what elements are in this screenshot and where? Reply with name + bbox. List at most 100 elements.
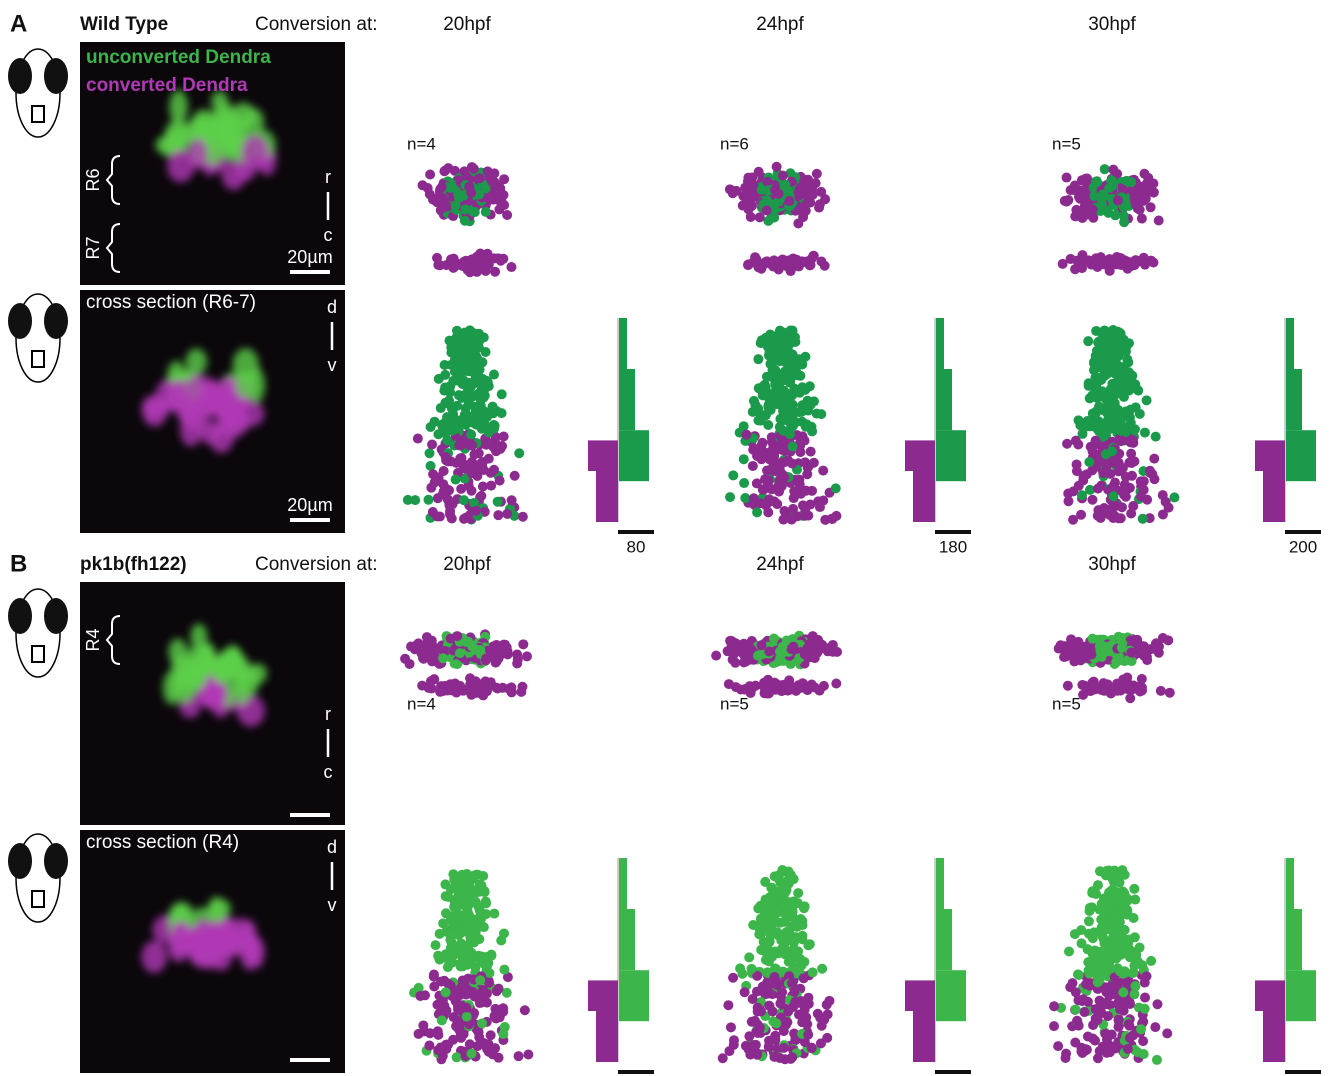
cell-position xyxy=(774,265,784,275)
cell-position xyxy=(764,646,774,656)
cell-position xyxy=(798,212,808,222)
cell xyxy=(168,638,187,664)
cell-position xyxy=(777,648,787,658)
cell-position xyxy=(788,442,798,452)
cell-position xyxy=(427,641,437,651)
cell-position xyxy=(475,975,485,985)
axis-label: v xyxy=(328,355,337,375)
cell-position xyxy=(1126,647,1136,657)
cell-position xyxy=(447,499,457,509)
hist-bar-converted xyxy=(905,980,935,1011)
region-label: R7 xyxy=(83,236,103,259)
axis-label: c xyxy=(324,225,333,245)
scale-label: 20µm xyxy=(287,495,332,515)
cell-position xyxy=(780,400,790,410)
cell-position xyxy=(799,973,809,983)
cell-position xyxy=(423,495,433,505)
cell-position xyxy=(774,930,784,940)
cell-position xyxy=(748,445,758,455)
cell-position xyxy=(1087,495,1097,505)
scale-bar xyxy=(290,813,330,817)
cell-position xyxy=(499,431,509,441)
cell-position xyxy=(729,1035,739,1045)
n-label: n=4 xyxy=(407,694,436,713)
timepoint: 20hpf xyxy=(443,554,491,575)
cell-position xyxy=(479,953,489,963)
cell-position xyxy=(426,676,436,686)
cell-position xyxy=(486,481,496,491)
cell-position xyxy=(455,648,465,658)
cell xyxy=(141,941,167,973)
cell-position xyxy=(446,935,456,945)
cell-position xyxy=(749,493,759,503)
eye xyxy=(44,598,68,634)
cell-position xyxy=(438,203,448,213)
cell-position xyxy=(741,430,751,440)
cell-position xyxy=(769,1052,779,1062)
cell-position xyxy=(1154,215,1164,225)
cell-position xyxy=(1124,458,1134,468)
cell-position xyxy=(739,478,749,488)
cell-position xyxy=(485,170,495,180)
hist-scale-label: 180 xyxy=(939,537,967,556)
cell-position xyxy=(800,457,810,467)
cell-position xyxy=(783,912,793,922)
cell-position xyxy=(1152,1055,1162,1065)
cell-position xyxy=(472,471,482,481)
cell-position xyxy=(1149,454,1159,464)
cell-position xyxy=(1137,214,1147,224)
cell-position xyxy=(769,972,779,982)
cell-position xyxy=(426,483,436,493)
scale-bar xyxy=(290,518,330,522)
timepoint: 24hpf xyxy=(756,14,804,35)
cell-position xyxy=(1125,693,1135,703)
cell-position xyxy=(451,200,461,210)
cell-position xyxy=(460,390,470,400)
cell-position xyxy=(1081,979,1091,989)
n-label: n=5 xyxy=(1052,694,1081,713)
cell-position xyxy=(468,951,478,961)
cell xyxy=(186,374,209,406)
cell-position xyxy=(1125,1033,1135,1043)
hist-scale-bar xyxy=(1285,1070,1321,1074)
cell-position xyxy=(764,956,774,966)
cell-position xyxy=(437,1015,447,1025)
timepoint: 24hpf xyxy=(756,554,804,575)
hist-scale-bar xyxy=(1285,530,1321,534)
cell-position xyxy=(1150,1022,1160,1032)
cell-position xyxy=(1102,960,1112,970)
cell-position xyxy=(744,200,754,210)
cell xyxy=(241,135,268,171)
cell xyxy=(186,349,208,375)
cell-position xyxy=(1081,650,1091,660)
cell-position xyxy=(1112,327,1122,337)
cell-position xyxy=(777,481,787,491)
cell-position xyxy=(507,495,517,505)
cell xyxy=(175,660,202,693)
cell-position xyxy=(768,1006,778,1016)
cell-position xyxy=(457,911,467,921)
cell-position xyxy=(739,421,749,431)
cell-position xyxy=(1093,511,1103,521)
cross-title: cross section (R6-7) xyxy=(86,292,256,313)
cell-position xyxy=(439,681,449,691)
cell-position xyxy=(1106,688,1116,698)
cell-position xyxy=(465,348,475,358)
cell-position xyxy=(1099,896,1109,906)
cell-position xyxy=(812,169,822,179)
cell-position xyxy=(788,504,798,514)
cell-position xyxy=(801,1012,811,1022)
cell-position xyxy=(476,883,486,893)
cell-position xyxy=(497,389,507,399)
cell-position xyxy=(467,987,477,997)
cell-position xyxy=(718,1053,728,1063)
cell-position xyxy=(1117,426,1127,436)
cell-position xyxy=(1102,1035,1112,1045)
eye xyxy=(44,303,68,339)
cell-position xyxy=(797,407,807,417)
cell-position xyxy=(1156,686,1166,696)
cell-position xyxy=(763,939,773,949)
timepoint: 20hpf xyxy=(443,14,491,35)
cell-position xyxy=(1126,449,1136,459)
cell-position xyxy=(1074,1021,1084,1031)
